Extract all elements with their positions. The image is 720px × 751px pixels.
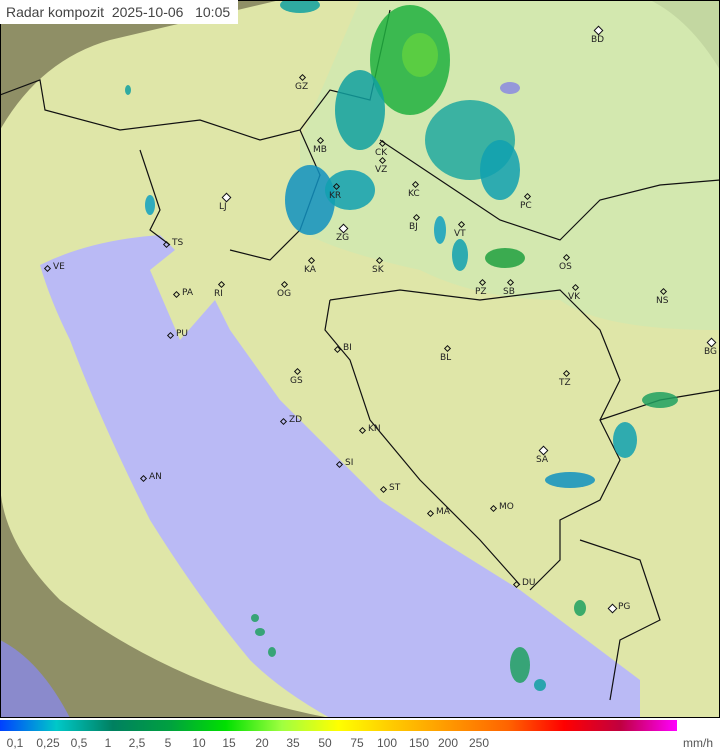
city-label: DU <box>522 578 536 588</box>
city-label: MB <box>313 145 327 155</box>
legend-label: 75 <box>350 736 364 750</box>
map-title: Radar kompozit 2025-10-06 10:05 <box>0 0 239 24</box>
rain-echo <box>545 472 595 488</box>
city-label: ZG <box>336 233 350 243</box>
city-label: BI <box>343 343 352 353</box>
city-label: KA <box>304 265 316 275</box>
city-label: KC <box>408 189 420 199</box>
city-label: TS <box>172 238 184 248</box>
rain-echo <box>251 614 259 622</box>
city-label: GZ <box>295 82 309 92</box>
rain-echo <box>145 195 155 215</box>
rain-echo <box>285 165 335 235</box>
rain-echo <box>280 0 320 13</box>
city-label: BD <box>591 35 605 45</box>
city-label: LJ <box>219 202 227 212</box>
city-label: PC <box>520 201 532 211</box>
city-label: VE <box>53 262 65 272</box>
legend-label: 1 <box>104 736 112 750</box>
legend-label: 10 <box>192 736 206 750</box>
city-label: SA <box>536 455 549 465</box>
city-label: OG <box>277 289 292 299</box>
city-label: NS <box>656 296 669 306</box>
legend-label: 50 <box>318 736 332 750</box>
legend-unit: mm/h <box>683 736 713 750</box>
radar-map[interactable] <box>0 0 720 718</box>
rain-echo <box>255 628 265 636</box>
city-label: BJ <box>409 222 418 232</box>
legend-label: 0,25 <box>36 736 60 750</box>
city-label: AN <box>149 472 162 482</box>
rain-echo <box>335 70 385 150</box>
rain-echo <box>325 170 375 210</box>
rain-echo <box>613 422 637 458</box>
city-label: PU <box>176 329 189 339</box>
tyrrhenian-corner <box>0 640 70 718</box>
precipitation-echoes <box>125 0 678 691</box>
rain-echo <box>125 85 131 95</box>
legend-label: 20 <box>255 736 269 750</box>
rain-echo <box>402 33 438 77</box>
legend-label: 0,5 <box>70 736 88 750</box>
city-label: PG <box>618 602 631 612</box>
rain-echo <box>510 647 530 683</box>
city-label: SB <box>503 287 515 297</box>
precipitation-legend: 0,1 0,25 0,5 1 2,5 5 10 15 20 35 50 75 100 150 200 250 m… <box>0 718 720 751</box>
legend-label: 35 <box>286 736 300 750</box>
legend-label: 200 <box>437 736 459 750</box>
legend-label: 15 <box>222 736 236 750</box>
city-label: BL <box>440 353 452 363</box>
legend-label: 2,5 <box>128 736 146 750</box>
city-label: CK <box>375 148 388 158</box>
city-label: VZ <box>375 165 388 175</box>
rain-echo <box>534 679 546 691</box>
rain-echo <box>268 647 276 657</box>
adriatic-sea <box>40 235 640 718</box>
city-label: MA <box>436 507 450 517</box>
rain-echo <box>500 82 520 94</box>
legend-label: 0,1 <box>6 736 24 750</box>
rain-echo <box>642 392 678 408</box>
city-label: ZD <box>289 415 303 425</box>
legend-label: 150 <box>408 736 430 750</box>
city-label: TZ <box>559 378 571 388</box>
city-label: ST <box>389 483 401 493</box>
city-label: BG <box>704 347 717 357</box>
city-label: PZ <box>475 287 487 297</box>
city-label: SI <box>345 458 354 468</box>
rain-echo <box>452 239 468 271</box>
rain-echo <box>434 216 446 244</box>
legend-label: 100 <box>376 736 398 750</box>
rain-echo <box>485 248 525 268</box>
legend-label: 250 <box>468 736 490 750</box>
legend-color-bar <box>0 720 677 731</box>
city-label: RI <box>214 289 223 299</box>
city-label: KR <box>329 191 342 201</box>
legend-label: 5 <box>164 736 172 750</box>
city-label: PA <box>182 288 194 298</box>
rain-echo <box>574 600 586 616</box>
city-label: KN <box>368 424 381 434</box>
city-label: VK <box>568 292 581 302</box>
city-label: GS <box>290 376 303 386</box>
city-label: VT <box>454 229 466 239</box>
city-label: SK <box>372 265 384 275</box>
city-label: OS <box>559 262 572 272</box>
city-label: MO <box>499 502 514 512</box>
rain-echo <box>480 140 520 200</box>
